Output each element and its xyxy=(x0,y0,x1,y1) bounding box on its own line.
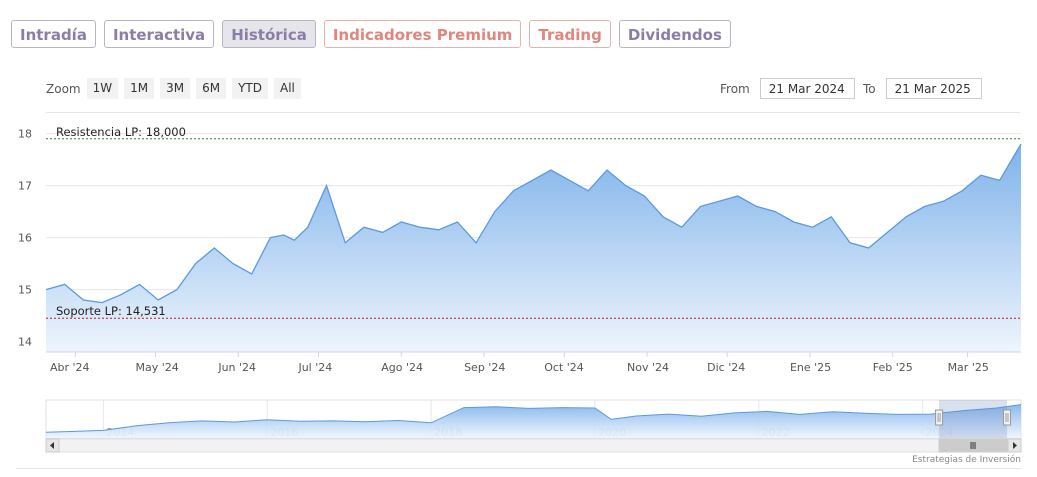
zoom-button-3[interactable]: 6M xyxy=(196,78,227,99)
x-tick-label-11: Mar '25 xyxy=(948,361,989,374)
from-label: From xyxy=(720,81,750,96)
toolbar-divider xyxy=(46,112,1020,113)
zoom-button-2[interactable]: 3M xyxy=(160,78,191,99)
to-label: To xyxy=(863,81,876,96)
tab-3[interactable]: Indicadores Premium xyxy=(323,20,522,48)
support-label: Soporte LP: 14,531 xyxy=(56,304,166,318)
range-from: From 21 Mar 2024 xyxy=(720,78,855,99)
scrollbar-track xyxy=(45,438,1022,453)
x-tick-label-7: Nov '24 xyxy=(627,361,669,374)
zoom-label: Zoom xyxy=(46,81,81,96)
x-tick-label-6: Oct '24 xyxy=(544,361,584,374)
zoom-button-4[interactable]: YTD xyxy=(232,78,268,99)
range-to: To 21 Mar 2025 xyxy=(863,78,982,99)
x-tick-label-3: Jul '24 xyxy=(297,361,332,374)
zoom-button-0[interactable]: 1W xyxy=(86,78,119,99)
x-tick-label-5: Sep '24 xyxy=(464,361,505,374)
tab-1[interactable]: Interactiva xyxy=(103,20,215,48)
y-tick-label-0: 14 xyxy=(18,336,32,349)
x-tick-label-4: Ago '24 xyxy=(381,361,423,374)
navigator-handle-1[interactable] xyxy=(1003,409,1011,426)
price-line xyxy=(45,143,1022,304)
chart-tabs: Intradía Interactiva Histórica Indicadores … xyxy=(11,20,731,48)
y-tick-label-4: 18 xyxy=(18,128,32,141)
to-date-input[interactable]: 21 Mar 2025 xyxy=(885,78,982,99)
bottom-divider xyxy=(16,468,1021,469)
zoom-toolbar: Zoom 1W 1M 3M 6M YTD All xyxy=(46,78,307,99)
y-tick-label-1: 15 xyxy=(18,284,32,297)
tab-4[interactable]: Trading xyxy=(529,20,611,48)
y-tick-label-2: 16 xyxy=(18,232,32,245)
tab-5[interactable]: Dividendos xyxy=(618,20,731,48)
navigator-selection xyxy=(939,400,1007,438)
from-date-input[interactable]: 21 Mar 2024 xyxy=(759,78,855,99)
x-tick-label-1: May '24 xyxy=(136,361,179,374)
zoom-button-5[interactable]: All xyxy=(274,78,301,99)
x-tick-label-10: Feb '25 xyxy=(873,361,913,374)
zoom-buttons: 1W 1M 3M 6M YTD All xyxy=(86,78,307,99)
scroll-left-icon xyxy=(50,442,54,449)
navigator-line xyxy=(45,404,1022,433)
price-area xyxy=(46,144,1021,352)
navigator-area xyxy=(46,404,1021,438)
x-tick-label-8: Dic '24 xyxy=(707,361,745,374)
navigator-handle-0[interactable] xyxy=(935,409,944,426)
y-tick-label-3: 17 xyxy=(18,180,32,193)
chart-credit[interactable]: Estrategias de Inversión xyxy=(912,455,1021,465)
x-tick-label-2: Jun '24 xyxy=(217,361,256,374)
x-tick-label-9: Ene '25 xyxy=(790,361,831,374)
zoom-button-1[interactable]: 1M xyxy=(124,78,155,99)
resistance-label: Resistencia LP: 18,000 xyxy=(56,125,186,139)
scroll-right-icon xyxy=(1013,442,1017,449)
tab-2[interactable]: Histórica xyxy=(222,20,316,48)
tab-0[interactable]: Intradía xyxy=(11,20,96,48)
x-tick-label-0: Abr '24 xyxy=(50,361,90,374)
